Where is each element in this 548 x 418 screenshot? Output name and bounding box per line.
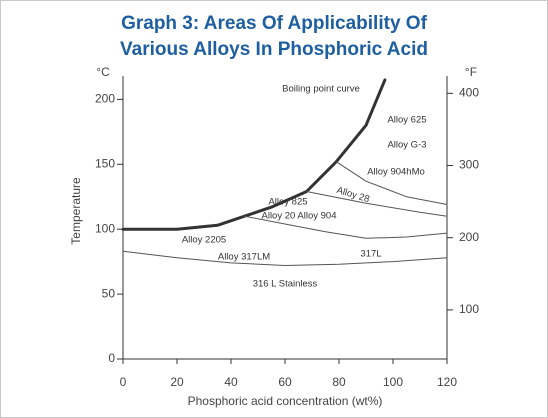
curve [335, 161, 448, 205]
y2-tick-label: 100 [459, 302, 479, 316]
y-tick-label: 100 [95, 221, 115, 235]
curve [121, 78, 387, 231]
y-tick-label: 50 [102, 286, 116, 300]
annotation: Alloy 625 [387, 115, 426, 126]
x-tick-label: 40 [224, 375, 238, 389]
annotation: 317L [360, 249, 381, 260]
y-tick-label: 150 [95, 156, 115, 170]
annotation: 316 L Stainless [253, 279, 318, 290]
annotation: Alloy 904hMo [367, 167, 425, 178]
annotation: Alloy G-3 [387, 140, 426, 151]
x-tick-label: 20 [170, 375, 184, 389]
x-tick-label: 60 [278, 375, 292, 389]
annotation: Alloy 317LM [218, 252, 270, 263]
x-tick-label: 80 [332, 375, 346, 389]
curve [122, 250, 448, 266]
y-tick-label: 200 [95, 92, 115, 106]
y-axis-label: Temperature [69, 177, 83, 245]
annotation: Alloy 28 [335, 185, 371, 205]
y2-tick-label: 200 [459, 230, 479, 244]
y-tick-label: 0 [108, 351, 115, 365]
y2-tick-label: 300 [459, 158, 479, 172]
curve [244, 215, 448, 239]
x-tick-label: 100 [383, 375, 403, 389]
x-axis-label: Phosphoric acid concentration (wt%) [188, 394, 383, 408]
y-unit-label: °C [96, 65, 110, 79]
x-tick-label: 120 [437, 375, 457, 389]
annotation: Alloy 825 [268, 197, 307, 208]
y2-unit-label: °F [465, 65, 477, 79]
annotation: Alloy 20 Alloy 904 [262, 211, 337, 222]
x-tick-label: 0 [120, 375, 127, 389]
annotation: Boiling point curve [282, 84, 360, 95]
chart-title: Graph 3: Areas Of Applicability Of Vario… [120, 13, 428, 60]
y2-tick-label: 400 [459, 85, 479, 99]
curve [306, 191, 448, 217]
annotation: Alloy 2205 [182, 235, 226, 246]
